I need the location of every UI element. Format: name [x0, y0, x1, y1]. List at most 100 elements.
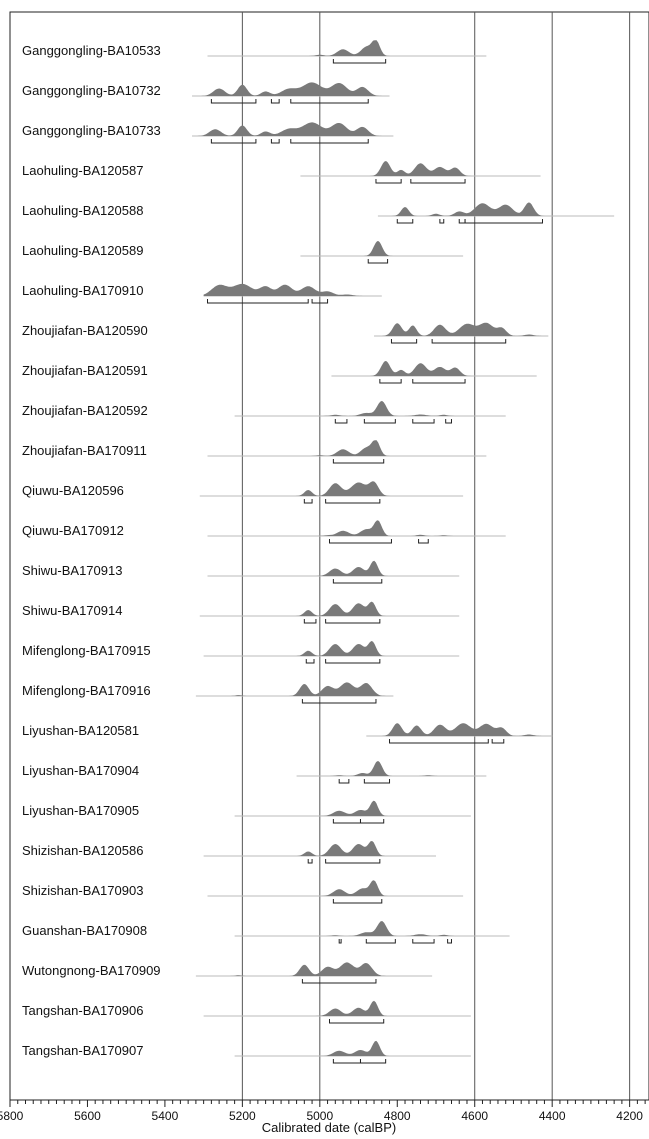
probability-distribution — [377, 202, 615, 216]
sample-row: Qiuwu-BA170912 — [22, 520, 506, 544]
range-bracket — [418, 539, 429, 544]
probability-distribution — [203, 841, 436, 856]
range-bracket — [325, 659, 381, 664]
range-bracket — [290, 99, 369, 104]
probability-distribution — [234, 400, 506, 416]
sample-row: Laohuling-BA120587 — [22, 161, 541, 184]
sample-row: Shizishan-BA170903 — [22, 880, 464, 904]
range-bracket — [210, 99, 257, 104]
range-bracket — [412, 419, 435, 424]
range-bracket — [390, 339, 418, 344]
range-bracket — [359, 1059, 387, 1064]
x-tick-label: 4200 — [616, 1109, 643, 1123]
sample-row: Guanshan-BA170908 — [22, 921, 510, 944]
sample-label: Qiuwu-BA170912 — [22, 523, 124, 538]
range-bracket — [447, 939, 452, 944]
sample-label: Laohuling-BA120589 — [22, 243, 143, 258]
probability-distribution — [207, 40, 487, 56]
probability-distribution — [331, 361, 537, 376]
range-bracket — [338, 939, 342, 944]
range-bracket — [307, 859, 313, 864]
probability-distribution — [199, 601, 460, 616]
sample-label: Shizishan-BA120586 — [22, 843, 143, 858]
range-bracket — [363, 419, 396, 424]
sample-label: Laohuling-BA170910 — [22, 283, 143, 298]
sample-label: Liyushan-BA120581 — [22, 723, 139, 738]
range-bracket — [359, 819, 385, 824]
range-bracket — [329, 539, 392, 544]
probability-distribution — [207, 520, 506, 536]
range-bracket — [305, 659, 315, 664]
probability-distribution — [366, 723, 553, 736]
x-tick-label: 5000 — [306, 1109, 333, 1123]
x-tick-label: 4600 — [461, 1109, 488, 1123]
range-bracket — [332, 819, 361, 824]
sample-label: Zhoujiafan-BA120591 — [22, 363, 148, 378]
sample-label: Mifenglong-BA170915 — [22, 643, 151, 658]
sample-row: Wutongnong-BA170909 — [22, 962, 433, 984]
sample-row: Ganggongling-BA10732 — [22, 82, 390, 104]
probability-distribution — [195, 962, 433, 976]
range-bracket — [311, 299, 329, 304]
range-bracket — [325, 859, 381, 864]
sample-rows: Ganggongling-BA10533 Ganggongling-BA10732… — [22, 40, 615, 1064]
probability-distribution — [192, 122, 394, 136]
range-bracket — [290, 139, 369, 144]
range-bracket — [303, 499, 313, 504]
x-tick-label: 5400 — [152, 1109, 179, 1123]
range-bracket — [431, 339, 507, 344]
range-bracket — [338, 779, 350, 784]
sample-label: Guanshan-BA170908 — [22, 923, 147, 938]
sample-label: Ganggongling-BA10732 — [22, 83, 161, 98]
sample-row: Qiuwu-BA120596 — [22, 481, 464, 504]
sample-row: Mifenglong-BA170916 — [22, 682, 394, 704]
probability-distribution — [300, 161, 541, 176]
sample-label: Zhoujiafan-BA120592 — [22, 403, 148, 418]
range-bracket — [329, 1019, 385, 1024]
sample-label: Shiwu-BA170914 — [22, 603, 122, 618]
sample-label: Ganggongling-BA10733 — [22, 123, 161, 138]
range-bracket — [207, 299, 309, 304]
sample-label: Wutongnong-BA170909 — [22, 963, 161, 978]
sample-label: Laohuling-BA120588 — [22, 203, 143, 218]
range-bracket — [375, 179, 402, 184]
range-bracket — [332, 459, 385, 464]
range-bracket — [412, 379, 466, 384]
sample-label: Mifenglong-BA170916 — [22, 683, 151, 698]
range-bracket — [365, 939, 396, 944]
probability-distribution — [374, 322, 549, 336]
sample-row: Tangshan-BA170907 — [22, 1040, 471, 1064]
range-bracket — [363, 779, 391, 784]
x-axis: 5800 5600 5400 5200 5000 4800 4600 4400 4200 — [0, 1099, 649, 1123]
range-bracket — [334, 419, 348, 424]
sample-label: Liyushan-BA170905 — [22, 803, 139, 818]
sample-label: Liyushan-BA170904 — [22, 763, 139, 778]
sample-row: Shizishan-BA120586 — [22, 841, 436, 864]
range-bracket — [270, 139, 280, 144]
probability-distribution — [207, 440, 487, 456]
probability-distribution — [203, 641, 460, 656]
sample-label: Zhoujiafan-BA120590 — [22, 323, 148, 338]
range-bracket — [332, 579, 383, 584]
gridlines — [241, 12, 631, 1100]
sample-row: Liyushan-BA170905 — [22, 800, 471, 824]
range-bracket — [410, 179, 466, 184]
sample-row: Laohuling-BA120588 — [22, 202, 615, 224]
range-bracket — [332, 1059, 361, 1064]
range-bracket — [332, 899, 383, 904]
probability-distribution — [192, 82, 390, 96]
x-axis-label: Calibrated date (calBP) — [262, 1120, 396, 1135]
sample-row: Liyushan-BA170904 — [22, 761, 487, 784]
range-bracket — [464, 219, 543, 224]
sample-row: Shiwu-BA170913 — [22, 560, 460, 584]
sample-row: Mifenglong-BA170915 — [22, 641, 460, 664]
sample-label: Shizishan-BA170903 — [22, 883, 143, 898]
sample-row: Zhoujiafan-BA120590 — [22, 322, 549, 344]
probability-distribution — [234, 921, 510, 936]
sample-row: Laohuling-BA170910 — [22, 283, 382, 304]
x-tick-label: 5600 — [74, 1109, 101, 1123]
probability-distribution — [300, 241, 464, 256]
sample-label: Qiuwu-BA120596 — [22, 483, 124, 498]
range-bracket — [379, 379, 402, 384]
sample-label: Laohuling-BA120587 — [22, 163, 143, 178]
